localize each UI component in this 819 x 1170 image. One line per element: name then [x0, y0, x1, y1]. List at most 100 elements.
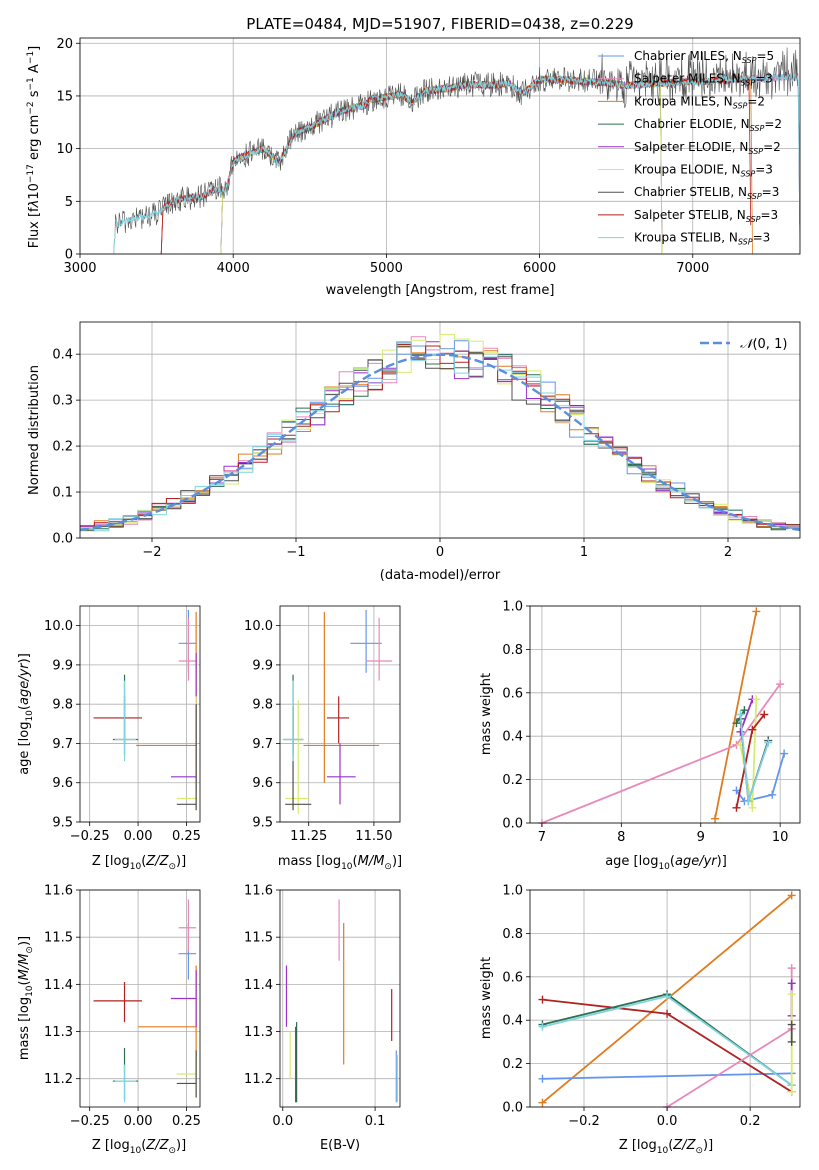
weight_vs_Z-xtick-label: 0.2	[740, 1114, 761, 1129]
weight_vs_age-grid	[530, 605, 800, 824]
spectrum-legend-label: Kroupa STELIB, NSSP=3	[634, 231, 770, 247]
age_vs_mass-ytick-label: 9.8	[252, 698, 273, 713]
weight_vs_age-marker	[752, 695, 761, 704]
weight_vs_Z-ytick-label: 0.4	[502, 1014, 523, 1029]
weight_vs_age-xtick-label: 7	[538, 830, 546, 845]
weight_vs_Z-ytick-label: 0.8	[502, 927, 523, 942]
weight_vs_age-marker	[768, 790, 777, 799]
weight_vs_age-frame	[529, 605, 801, 824]
age_vs_Z-ytick-label: 9.7	[52, 737, 73, 752]
weight_vs_Z-marker	[663, 1009, 672, 1018]
mass_vs_Z-ytick-label: 11.6	[44, 884, 73, 899]
mass-vs-z-xlabel: Z [log10(Z/Z⊙)]	[92, 1138, 186, 1156]
weight_vs_Z-marker	[787, 1037, 796, 1046]
weight_vs_age-ytick-label: 0.4	[502, 730, 523, 745]
weight_vs_age-series-line	[714, 611, 758, 819]
weight_vs_Z-ytick-label: 0.0	[502, 1101, 523, 1116]
residuals-ytick-label: 0.0	[52, 532, 73, 547]
mass_vs_EBV-ytick-label: 11.6	[244, 884, 273, 899]
weight_vs_age-ytick-label: 0.8	[502, 643, 523, 658]
weight_vs_Z-series-line	[542, 1072, 792, 1080]
mass-vs-ebv-xlabel: E(B-V)	[320, 1138, 360, 1153]
weight_vs_age-marker	[760, 710, 769, 719]
age_vs_Z-grid	[80, 606, 200, 823]
weight_vs_Z-marker	[663, 992, 672, 1001]
weight_vs_age-ytick-label: 1.0	[502, 600, 523, 615]
spectrum-series-line	[113, 47, 800, 254]
weight_vs_age-marker	[732, 719, 741, 728]
residual-panel: −2 −1 0 1 2 0.0 0.1 0.2 0.3 0.4 (data-model)/erro…	[27, 321, 801, 583]
residuals-xtick-label: 0	[436, 545, 444, 560]
weight_vs_Z-frame	[529, 889, 801, 1108]
weight_vs_age-marker	[736, 727, 745, 736]
residuals-xtick-label: 2	[724, 545, 732, 560]
weight_vs_Z-marker	[787, 964, 796, 973]
weight-vs-age-panel: 7 8 9 10 0.0 0.2 0.4 0.6 0.8 1.0 age [log10(age/y…	[479, 600, 801, 872]
weight_vs_age-marker	[744, 797, 753, 806]
weight-vs-z-panel: −0.2 0.0 0.2 0.0 0.2 0.4 0.6 0.8 1.0 Z [log10(Z/…	[479, 884, 801, 1156]
spectrum-xtick-label: 7000	[676, 261, 709, 276]
weight_vs_age-ytick-label: 0.2	[502, 773, 523, 788]
spectrum-series-line	[220, 74, 663, 254]
weight_vs_age-marker	[748, 725, 757, 734]
age_vs_Z-ytick-label: 10.0	[44, 619, 73, 634]
spectrum-legend-label: Chabrier STELIB, NSSP=3	[634, 185, 779, 201]
residuals-ytick-label: 0.2	[52, 440, 73, 455]
mass_vs_EBV-ytick-label: 11.2	[244, 1072, 273, 1087]
weight_vs_Z-marker	[787, 1087, 796, 1096]
weight_vs_Z-ytick-label: 1.0	[502, 884, 523, 899]
mass_vs_EBV-xtick-label: 0.0	[272, 1114, 293, 1129]
age_vs_Z-ytick-label: 9.9	[52, 658, 73, 673]
mass_vs_EBV-ytick-label: 11.5	[244, 931, 273, 946]
spectrum-panel: PLATE=0484, MJD=51907, FIBERID=0438, z=0…	[26, 15, 801, 298]
spectrum-legend-label: Salpeter STELIB, NSSP=3	[634, 208, 778, 224]
age_vs_Z-ytick-label: 9.8	[52, 698, 73, 713]
spectrum-xtick-label: 6000	[523, 261, 556, 276]
mass_vs_Z-frame	[79, 889, 201, 1108]
weight_vs_age-marker	[748, 803, 757, 812]
weight_vs_Z-ytick-label: 0.6	[502, 970, 523, 985]
weight_vs_Z-marker	[538, 1074, 547, 1083]
weight_vs_Z-data	[538, 891, 796, 1111]
residuals-ytick-label: 0.1	[52, 486, 73, 501]
weight_vs_Z-marker	[787, 979, 796, 988]
weight_vs_age-marker	[736, 710, 745, 719]
age-vs-z-xlabel: Z [log10(Z/Z⊙)]	[92, 854, 186, 872]
weight-vs-age-ylabel: mass weight	[479, 673, 494, 755]
weight_vs_age-xtick-label: 10	[772, 830, 789, 845]
residuals-xtick-label: −1	[286, 545, 305, 560]
residuals-xtick-label: 1	[580, 545, 588, 560]
spectrum-ytick-label: 10	[56, 142, 73, 157]
residual-ylabel: Normed distribution	[27, 365, 42, 495]
spectrum-legend-label: Chabrier MILES, NSSP=5	[634, 49, 774, 65]
spectrum-ytick-label: 15	[56, 89, 73, 104]
age_vs_mass-ytick-label: 9.7	[252, 737, 273, 752]
age-vs-mass-plot: 11.25 11.50 9.5 9.6 9.7 9.8 9.9 10.0	[244, 605, 401, 844]
mass-vs-z-plot: −0.25 0.00 0.25 11.2 11.3 11.4 11.5 11.6	[44, 884, 201, 1130]
spectrum-series-line	[160, 74, 752, 254]
spectrum-legend-label: Chabrier ELODIE, NSSP=2	[634, 117, 782, 133]
age-vs-z-panel: −0.25 0.00 0.25 9.5 9.6 9.7 9.8 9.9 10.0 Z [log1…	[17, 605, 201, 872]
age_vs_Z-data	[93, 609, 197, 811]
mass_vs_EBV-ytick-label: 11.3	[244, 1025, 273, 1040]
spectrum-frame	[79, 37, 801, 255]
weight_vs_Z-marker	[787, 990, 796, 999]
age_vs_mass-frame	[279, 605, 401, 823]
weight_vs_Z-marker	[538, 1098, 547, 1107]
age-vs-mass-panel: 11.25 11.50 9.5 9.6 9.7 9.8 9.9 10.0 mass [log1…	[244, 605, 402, 872]
age_vs_mass-xtick-label: 11.50	[355, 829, 392, 844]
weight_vs_Z-marker	[787, 891, 796, 900]
mass_vs_EBV-grid	[280, 889, 400, 1107]
gaussian-curve	[80, 353, 800, 532]
weight_vs_age-data	[537, 607, 789, 827]
mass_vs_EBV-data	[285, 899, 398, 1103]
age-vs-mass-xlabel: mass [log10(M/M⊙)]	[278, 854, 402, 872]
weight_vs_age-marker	[711, 814, 720, 823]
mass-vs-z-ylabel: mass [log10(M/M⊙)]	[17, 936, 35, 1060]
mass_vs_Z-ytick-label: 11.3	[44, 1025, 73, 1040]
residuals-ytick-label: 0.3	[52, 394, 73, 409]
spectrum-xlabel: wavelength [Angstrom, rest frame]	[326, 283, 555, 298]
mass_vs_Z-xtick-label: −0.25	[70, 1114, 110, 1129]
residual-plot: −2 −1 0 1 2 0.0 0.1 0.2 0.3 0.4	[52, 321, 801, 560]
weight_vs_Z-xtick-label: −0.2	[568, 1114, 600, 1129]
